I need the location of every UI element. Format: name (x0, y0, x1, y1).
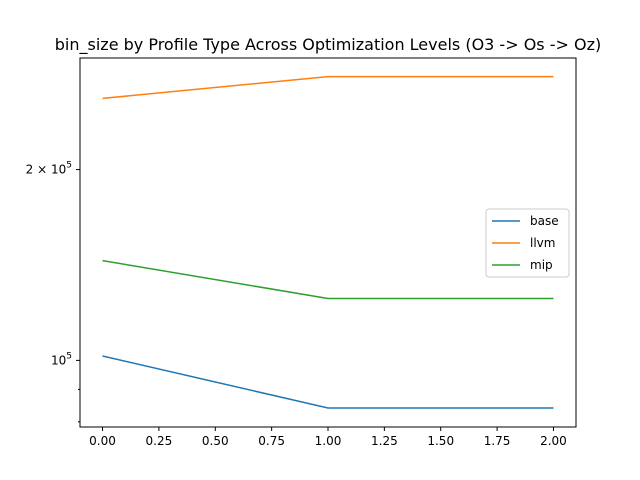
legend: base llvm mip (485, 208, 570, 278)
series-line-base (102, 355, 554, 409)
x-axis: 0.00 0.25 0.50 0.75 1.00 1.25 1.50 1.75 2.00 (89, 427, 567, 448)
x-tick-label: 1.75 (484, 434, 511, 448)
chart-title: bin_size by Profile Type Across Optimiza… (55, 35, 601, 55)
x-tick-label: 0.25 (146, 434, 173, 448)
x-tick-label: 1.50 (427, 434, 454, 448)
legend-label-mip: mip (530, 258, 553, 272)
x-tick-label: 1.25 (371, 434, 398, 448)
legend-box (485, 208, 570, 278)
series-line-llvm (102, 75, 554, 100)
x-tick-label: 0.00 (89, 434, 116, 448)
series-line-mip (102, 259, 554, 300)
y-tick-label: 2 × 105 (26, 161, 72, 177)
x-tick-label: 0.50 (202, 434, 229, 448)
x-tick-label: 1.00 (315, 434, 342, 448)
x-tick-label: 2.00 (540, 434, 567, 448)
y-axis: 105 2 × 105 (26, 161, 80, 423)
legend-label-llvm: llvm (530, 236, 555, 250)
legend-label-base: base (530, 214, 559, 228)
x-tick-label: 0.75 (258, 434, 285, 448)
y-tick-label: 105 (51, 351, 72, 367)
series-lines (102, 75, 554, 409)
